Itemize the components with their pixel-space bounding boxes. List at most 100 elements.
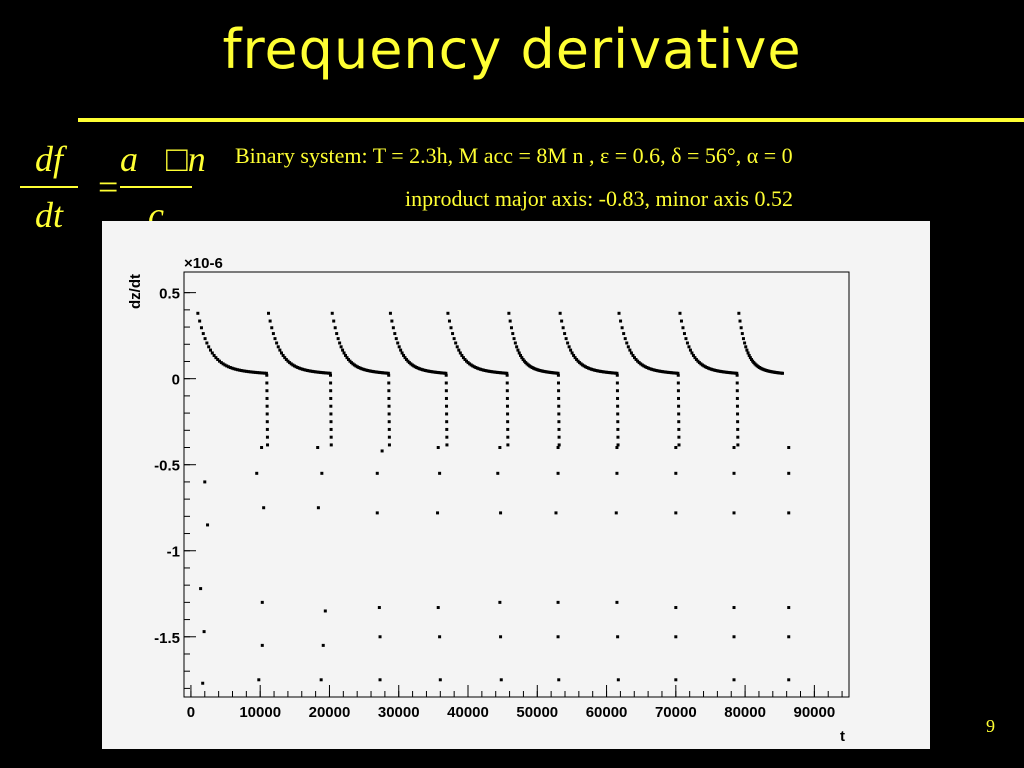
data-point [787,446,791,450]
data-point [732,635,736,639]
data-point [284,358,288,362]
data-point [301,367,305,371]
data-point [732,678,736,682]
data-point [505,396,509,400]
data-point [616,435,620,439]
data-point [312,370,316,374]
data-point [444,381,448,385]
data-point [445,443,449,447]
data-point [332,319,336,323]
data-point [321,643,325,647]
y-tick-label: 0.5 [159,286,180,303]
data-point [616,412,620,416]
x-tick-label: 60000 [586,704,628,721]
data-point [286,359,290,363]
data-point [228,366,232,370]
data-point [787,606,791,610]
data-point [626,345,630,349]
data-point [225,364,229,368]
data-point [676,373,680,377]
data-point [736,420,740,424]
data-point [740,332,744,336]
data-point [787,471,791,475]
data-point [342,351,346,355]
data-point [732,606,736,610]
y-tick-label: -0.5 [154,458,180,475]
data-point [273,337,277,341]
data-point [787,511,791,515]
data-point [397,345,401,349]
data-point [564,337,568,341]
data-point [199,326,203,330]
data-point [445,412,449,416]
lhs-fraction: df dt [20,138,78,236]
data-point [375,471,379,475]
data-point [201,681,205,685]
data-point [289,362,293,366]
data-point [747,353,751,357]
data-point [339,345,343,349]
data-point [685,341,689,345]
data-point [570,351,574,355]
x-axis-label: t [840,728,845,745]
data-point [556,381,560,385]
data-point [291,363,295,367]
data-point [496,471,500,475]
data-point [338,341,342,345]
data-point [643,365,647,369]
data-point [329,381,333,385]
data-point [315,370,319,374]
data-point [636,359,640,363]
data-point [485,369,489,373]
data-point [245,369,249,373]
data-point [687,345,691,349]
data-point [375,511,379,515]
data-point [333,326,337,330]
data-point [677,443,681,447]
data-point [566,341,570,345]
x-tick-label: 0 [187,704,195,721]
data-point [399,348,403,352]
data-point [260,643,264,647]
data-point [234,367,238,371]
data-point [344,353,348,357]
data-point [736,412,740,416]
data-point [556,600,560,604]
data-point [230,366,234,370]
data-point [206,523,210,527]
y-scale-label: ×10-6 [184,255,223,272]
x-tick-label: 20000 [309,704,351,721]
data-point [310,369,314,373]
data-point [506,443,510,447]
data-point [447,319,451,323]
data-point [444,371,448,375]
data-point [314,370,318,374]
data-point [444,373,448,377]
data-point [259,371,263,375]
data-point [438,471,442,475]
data-point [218,359,222,363]
data-point [304,368,308,372]
data-point [616,420,620,424]
data-point [739,326,743,330]
data-point [489,370,493,374]
data-point [388,311,392,315]
data-point [512,337,516,341]
data-point [735,373,739,377]
data-point [617,311,621,315]
data-point [732,446,736,450]
data-point [554,511,558,515]
data-point [499,511,503,515]
data-point [662,370,666,374]
data-point [664,370,668,374]
data-point [684,337,688,341]
data-point [674,371,678,375]
data-point [633,356,637,360]
data-point [232,367,236,371]
data-point [239,368,243,372]
page-number: 9 [986,716,995,736]
data-point [656,369,660,373]
data-point [503,371,507,375]
data-point [572,353,576,357]
data-point [264,371,268,375]
